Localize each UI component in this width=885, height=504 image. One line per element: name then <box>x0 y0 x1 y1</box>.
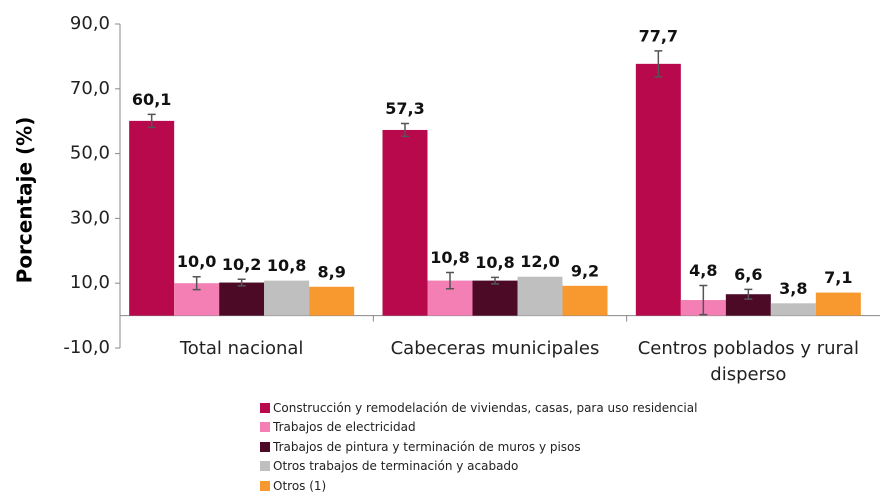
y-axis-label: Porcentaje (%) <box>13 117 37 284</box>
y-tick-label: 10,0 <box>70 272 110 293</box>
legend-item: Trabajos de pintura y terminación de mur… <box>260 437 697 457</box>
error-bar <box>401 122 409 138</box>
error-bar <box>491 276 499 285</box>
legend-label: Construcción y remodelación de viviendas… <box>273 400 698 415</box>
error-bar <box>147 113 156 129</box>
error-bar <box>699 284 708 316</box>
y-tick-label: 70,0 <box>70 78 110 99</box>
data-label: 7,1 <box>824 268 852 287</box>
bar <box>264 280 310 316</box>
error-bar <box>744 288 753 300</box>
error-bar <box>192 275 201 291</box>
bar <box>219 282 265 316</box>
data-label: 10,0 <box>177 252 216 271</box>
y-tick-label: -10,0 <box>63 337 110 358</box>
bar <box>517 276 563 316</box>
legend-item: Trabajos de electricidad <box>260 418 697 438</box>
legend-label: Otros trabajos de terminación y acabado <box>273 459 519 474</box>
bar <box>382 129 428 316</box>
legend-label: Trabajos de pintura y terminación de mur… <box>273 439 581 454</box>
error-bar <box>237 278 246 287</box>
legend-item: Otros trabajos de terminación y acabado <box>260 457 697 477</box>
data-label: 6,6 <box>734 265 762 284</box>
x-tick-label: Total nacional <box>179 338 304 359</box>
legend-swatch <box>260 402 270 413</box>
legend-label: Trabajos de electricidad <box>273 420 416 435</box>
legend-swatch <box>260 461 270 472</box>
legend-swatch <box>260 480 270 491</box>
data-label: 9,2 <box>571 261 599 280</box>
x-tick-label: Cabeceras municipales <box>390 338 600 359</box>
data-label: 77,7 <box>639 26 678 45</box>
data-label: 12,0 <box>520 252 559 271</box>
data-label: 10,8 <box>475 253 514 272</box>
x-tick-label: Centros poblados y rural disperso <box>637 338 859 385</box>
data-label: 10,8 <box>267 256 306 275</box>
error-bar <box>654 50 663 78</box>
data-label: 57,3 <box>385 99 424 118</box>
bar <box>309 286 355 316</box>
data-label: 8,9 <box>317 262 345 281</box>
bar <box>725 294 771 316</box>
legend-label: Otros (1) <box>273 478 327 493</box>
bar <box>635 63 681 316</box>
error-bar <box>446 271 454 290</box>
data-label: 3,8 <box>779 279 807 298</box>
y-tick-label: 30,0 <box>70 207 110 228</box>
bar <box>770 303 816 316</box>
data-label: 10,2 <box>222 255 261 274</box>
bar <box>815 292 861 316</box>
legend-swatch <box>260 441 270 452</box>
data-label: 60,1 <box>132 90 171 109</box>
legend-item: Otros (1) <box>260 476 697 496</box>
bar <box>472 280 518 316</box>
legend: Construcción y remodelación de viviendas… <box>260 398 697 496</box>
bar <box>562 285 608 316</box>
bar <box>129 120 175 316</box>
data-label: 10,8 <box>430 248 469 267</box>
y-tick-label: 90,0 <box>70 13 110 34</box>
y-tick-label: 50,0 <box>70 143 110 164</box>
data-label: 4,8 <box>689 261 717 280</box>
legend-swatch <box>260 422 270 433</box>
legend-item: Construcción y remodelación de viviendas… <box>260 398 697 418</box>
